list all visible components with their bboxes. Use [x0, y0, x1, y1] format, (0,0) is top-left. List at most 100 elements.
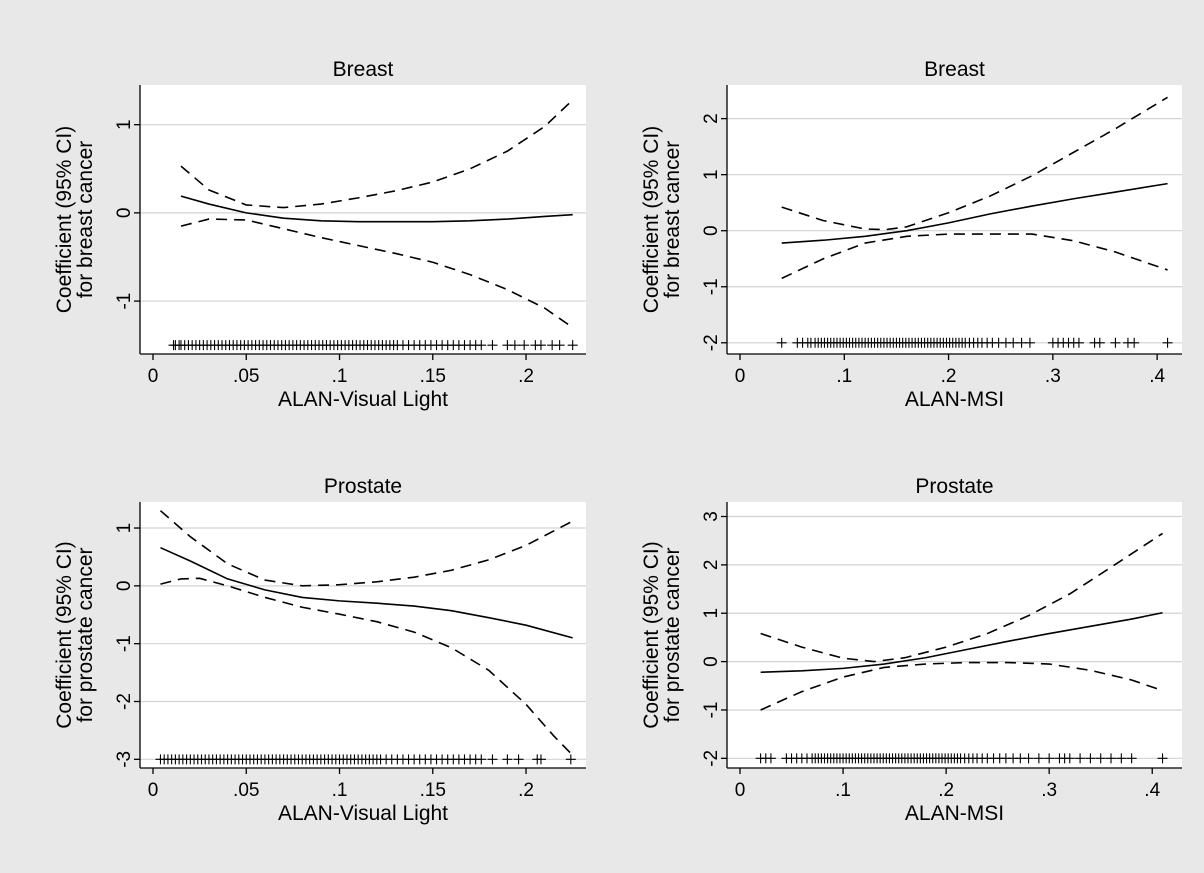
rug-mark: [1157, 753, 1168, 764]
y-tick-label: -1: [114, 635, 135, 652]
rug-mark: [1008, 337, 1019, 348]
x-tick-label: .2: [941, 366, 957, 387]
x-tick-label: .1: [332, 780, 348, 801]
rug-mark: [1023, 753, 1034, 764]
chart-panel-3: -3 -2 -1 0 1 0 .05 .1 .15 .2 Prostate ALAN-Visual L…: [53, 475, 586, 825]
rug-mark: [1095, 753, 1106, 764]
rug-mark: [554, 340, 565, 351]
rug-mark: [513, 754, 524, 765]
x-axis-label: ALAN-MSI: [905, 388, 1004, 411]
rug-mark: [1044, 753, 1055, 764]
rug-plot: [168, 340, 578, 351]
y-tick-label: 1: [114, 523, 135, 534]
rug-mark: [1129, 337, 1140, 348]
y-axis-label-line1: Coefficient (95% CI): [640, 126, 663, 314]
rug-mark: [1073, 337, 1084, 348]
estimate-line: [160, 546, 573, 639]
x-axis-label: ALAN-Visual Light: [278, 388, 448, 411]
panel-title: Prostate: [915, 475, 993, 498]
rug-mark: [1106, 753, 1117, 764]
x-tick-label: .05: [233, 780, 259, 801]
y-tick-label: 2: [701, 113, 722, 124]
y-axis-label-line2: for breast cancer: [74, 141, 97, 299]
rug-mark: [1064, 753, 1075, 764]
rug-mark: [502, 754, 513, 765]
upper-ci-line: [781, 96, 1168, 231]
rug-mark: [765, 753, 776, 764]
rug-mark: [565, 754, 576, 765]
rug-mark: [487, 754, 498, 765]
y-tick-label: -2: [701, 334, 722, 351]
chart-panel-1: -1 0 1 0 .05 .1 .15 .2 Breast ALAN-Visual Light Co…: [53, 58, 586, 411]
rug-mark: [1033, 753, 1044, 764]
y-tick-label: -2: [701, 750, 722, 767]
y-tick-label: -1: [701, 278, 722, 295]
x-tick-label: .4: [1149, 366, 1165, 387]
x-tick-label: .1: [836, 366, 852, 387]
rug-mark: [1110, 337, 1121, 348]
x-tick-label: 0: [735, 780, 746, 801]
rug-mark: [1094, 337, 1105, 348]
x-tick-label: .2: [938, 780, 954, 801]
lower-ci-line: [760, 661, 1163, 711]
plot-area: [727, 85, 1182, 354]
y-tick-label: 2: [701, 560, 722, 571]
y-axis-label-line1: Coefficient (95% CI): [640, 541, 663, 729]
x-tick-label: .05: [233, 366, 259, 387]
rug-mark: [476, 340, 487, 351]
x-tick-label: .1: [332, 366, 348, 387]
estimate-line: [760, 611, 1163, 674]
rug-mark: [1016, 337, 1027, 348]
y-tick-label: 0: [114, 208, 135, 219]
x-tick-label: .1: [835, 780, 851, 801]
rug-mark: [567, 340, 578, 351]
y-axis-label-line2: for prostate cancer: [661, 547, 684, 722]
panel-title: Breast: [333, 58, 394, 81]
lower-ci-line: [160, 577, 574, 756]
y-axis-label-line1: Coefficient (95% CI): [53, 541, 76, 729]
y-tick-label: 0: [701, 225, 722, 236]
rug-mark: [1162, 337, 1173, 348]
rug-mark: [1085, 753, 1096, 764]
x-tick-label: .2: [518, 780, 534, 801]
rug-mark: [535, 754, 546, 765]
estimate-line: [781, 182, 1168, 244]
x-tick-label: .4: [1144, 780, 1160, 801]
lower-ci-line: [180, 218, 574, 329]
rug-mark: [1075, 753, 1086, 764]
x-tick-label: 0: [148, 366, 159, 387]
y-tick-label: -1: [114, 293, 135, 310]
upper-ci-line: [159, 510, 574, 587]
rug-mark: [487, 340, 498, 351]
y-tick-label: 1: [114, 119, 135, 130]
x-tick-label: .3: [1041, 780, 1057, 801]
rug-plot: [155, 754, 576, 765]
x-axis-label: ALAN-Visual Light: [278, 802, 448, 825]
chart-panels: -1 0 1 0 .05 .1 .15 .2 Breast ALAN-Visual Light Co…: [53, 58, 1182, 825]
panel-title: Breast: [924, 58, 985, 81]
estimate-line: [180, 195, 573, 223]
y-tick-label: -3: [114, 751, 135, 768]
y-tick-label: -2: [114, 693, 135, 710]
y-tick-label: 0: [701, 656, 722, 667]
y-tick-label: 1: [701, 169, 722, 180]
y-axis-label-line2: for prostate cancer: [74, 547, 97, 722]
x-tick-label: .3: [1045, 366, 1061, 387]
panel-title: Prostate: [324, 475, 402, 498]
rug-mark: [776, 337, 787, 348]
upper-ci-line: [760, 532, 1163, 663]
rug-mark: [519, 340, 530, 351]
rug-mark: [535, 340, 546, 351]
x-tick-label: .15: [420, 780, 446, 801]
y-tick-label: 1: [701, 608, 722, 619]
y-tick-label: 0: [114, 581, 135, 592]
chart-panel-2: -2 -1 0 1 2 0 .1 .2 .3 .4 Breast ALAN-MSI Coefficien…: [640, 58, 1182, 411]
x-axis-label: ALAN-MSI: [905, 802, 1004, 825]
x-tick-label: .2: [518, 366, 534, 387]
rug-mark: [1024, 337, 1035, 348]
x-tick-label: .15: [420, 366, 446, 387]
x-tick-label: 0: [148, 780, 159, 801]
rug-plot: [755, 753, 1168, 764]
upper-ci-line: [180, 99, 574, 209]
